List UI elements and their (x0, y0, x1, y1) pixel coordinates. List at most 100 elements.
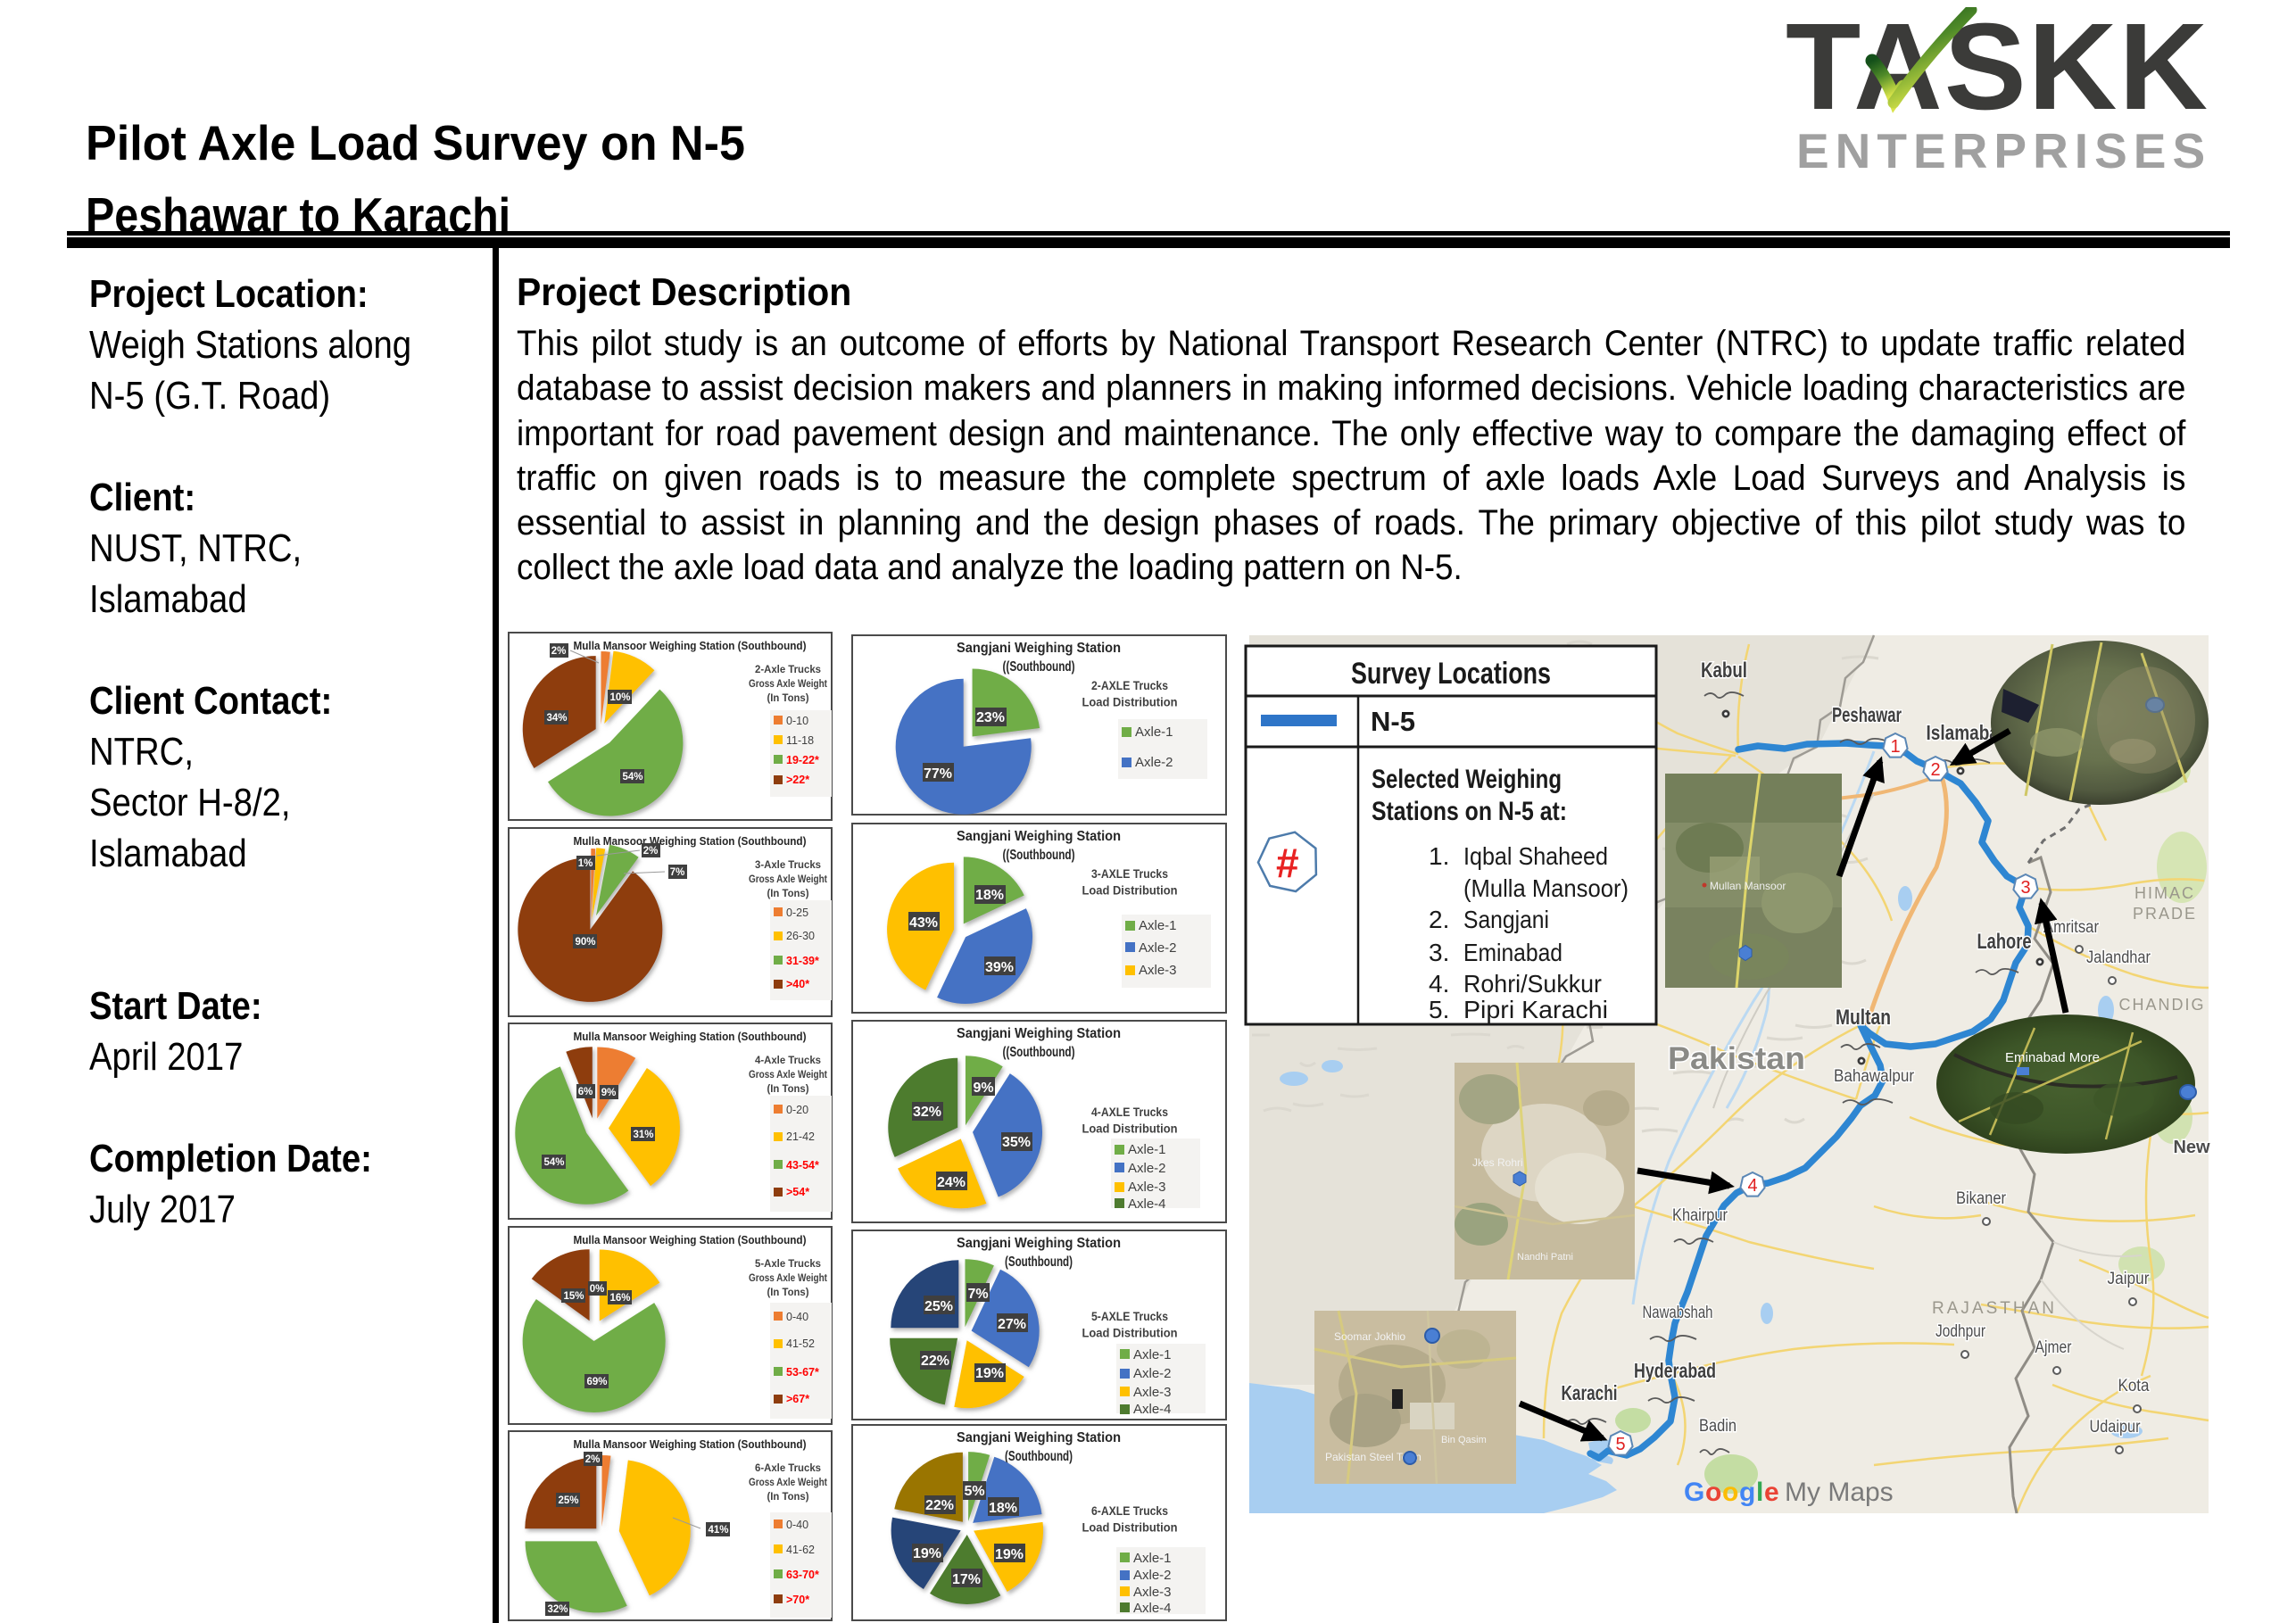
svg-text:5-AXLE Trucks: 5-AXLE Trucks (1091, 1309, 1168, 1323)
svg-text:Eminabad More: Eminabad More (2005, 1050, 2100, 1065)
svg-text:Stations on N-5 at:: Stations on N-5 at: (1372, 797, 1567, 826)
svg-text:3.: 3. (1429, 939, 1449, 966)
svg-text:1: 1 (1890, 737, 1900, 757)
svg-text:34%: 34% (546, 713, 567, 724)
svg-text:G: G (1684, 1478, 1704, 1507)
svg-text:1.: 1. (1429, 842, 1449, 870)
svg-text:Jkes Rohri: Jkes Rohri (1472, 1156, 1523, 1169)
svg-text:Sangjani: Sangjani (1463, 906, 1549, 933)
svg-text:Soomar Jokhio: Soomar Jokhio (1334, 1330, 1405, 1343)
svg-text:>70*: >70* (786, 1594, 809, 1606)
svg-text:Sangjani Weighing Station: Sangjani Weighing Station (957, 1236, 1121, 1251)
svg-text:Mulla Mansoor Weighing Station: Mulla Mansoor Weighing Station (Southbou… (574, 834, 807, 848)
svg-text:25%: 25% (558, 1495, 578, 1506)
svg-text:Axle-3: Axle-3 (1133, 1385, 1172, 1400)
svg-text:Axle-4: Axle-4 (1128, 1197, 1166, 1212)
svg-text:>22*: >22* (786, 774, 809, 786)
svg-text:Axle-2: Axle-2 (1133, 1568, 1172, 1583)
svg-text:5: 5 (1615, 1435, 1625, 1454)
svg-text:Bin Qasim: Bin Qasim (1441, 1435, 1487, 1445)
svg-text:7%: 7% (967, 1287, 988, 1302)
svg-text:2-Axle Trucks: 2-Axle Trucks (755, 665, 821, 675)
svg-text:11-18: 11-18 (786, 734, 814, 747)
svg-text:19%: 19% (975, 1366, 1004, 1381)
svg-text:Mulla Mansoor Weighing Station: Mulla Mansoor Weighing Station (Southbou… (574, 1233, 807, 1246)
svg-text:o: o (1722, 1478, 1738, 1507)
svg-text:>54*: >54* (786, 1186, 809, 1198)
svg-text:(In Tons): (In Tons) (767, 1084, 809, 1095)
svg-text:2%: 2% (585, 1454, 601, 1465)
svg-text:Gross Axle Weight: Gross Axle Weight (749, 1273, 827, 1284)
svg-text:Mulla Mansoor Weighing Station: Mulla Mansoor Weighing Station (Southbou… (574, 639, 807, 652)
svg-text:Sangjani Weighing Station: Sangjani Weighing Station (957, 1026, 1121, 1041)
svg-text:Eminabad: Eminabad (1463, 939, 1562, 966)
svg-text:New: New (2173, 1138, 2210, 1157)
svg-text:17%: 17% (952, 1572, 981, 1587)
svg-text:(Mulla Mansoor): (Mulla Mansoor) (1463, 874, 1629, 902)
svg-text:Jodhpur: Jodhpur (1935, 1322, 1986, 1341)
svg-text:41-52: 41-52 (786, 1337, 815, 1350)
svg-text:10%: 10% (609, 692, 630, 703)
svg-text:16%: 16% (609, 1293, 630, 1304)
svg-text:Axle-2: Axle-2 (1135, 755, 1173, 770)
svg-text:4: 4 (1747, 1176, 1757, 1196)
svg-text:5-Axle Trucks: 5-Axle Trucks (755, 1259, 821, 1270)
svg-text:Pipri Karachi: Pipri Karachi (1463, 996, 1608, 1023)
svg-text:21-42: 21-42 (786, 1130, 815, 1143)
svg-text:Sangjani Weighing Station: Sangjani Weighing Station (957, 1430, 1121, 1445)
svg-text:41-62: 41-62 (786, 1544, 815, 1556)
svg-text:Load Distribution: Load Distribution (1082, 883, 1178, 898)
svg-text:Axle-2: Axle-2 (1128, 1161, 1166, 1176)
svg-text:Mulla Mansoor Weighing Station: Mulla Mansoor Weighing Station (Southbou… (574, 1437, 807, 1451)
svg-text:Jalandhar: Jalandhar (2086, 948, 2151, 967)
svg-text:(Southbound): (Southbound) (1005, 1449, 1073, 1464)
svg-text:Sangjani Weighing Station: Sangjani Weighing Station (957, 829, 1121, 844)
svg-text:1%: 1% (578, 858, 593, 869)
svg-text:0%: 0% (590, 1284, 605, 1295)
svg-text:41%: 41% (708, 1525, 728, 1536)
svg-text:2: 2 (1930, 760, 1940, 780)
svg-text:0-25: 0-25 (786, 907, 808, 919)
svg-text:#: # (1276, 840, 1299, 886)
svg-text:Mulla Mansoor Weighing Station: Mulla Mansoor Weighing Station (Southbou… (574, 1030, 807, 1043)
svg-text:(In Tons): (In Tons) (767, 889, 809, 899)
svg-text:Gross Axle Weight: Gross Axle Weight (749, 679, 827, 690)
svg-text:>40*: >40* (786, 978, 809, 990)
svg-text:25%: 25% (924, 1299, 953, 1314)
svg-text:5.: 5. (1429, 996, 1449, 1023)
svg-text:Khairpur: Khairpur (1672, 1206, 1728, 1225)
svg-text:54%: 54% (543, 1157, 564, 1168)
svg-text:Axle-2: Axle-2 (1139, 940, 1177, 956)
svg-text:22%: 22% (925, 1498, 954, 1513)
svg-text:PRADE: PRADE (2133, 905, 2197, 923)
svg-text:(In Tons): (In Tons) (767, 1492, 809, 1503)
svg-text:Badin: Badin (1699, 1417, 1737, 1436)
svg-text:2%: 2% (551, 646, 567, 657)
svg-text:63-70*: 63-70* (786, 1569, 819, 1581)
svg-text:32%: 32% (913, 1105, 941, 1120)
svg-text:Karachi: Karachi (1562, 1381, 1618, 1404)
svg-text:19-22*: 19-22* (786, 754, 819, 766)
svg-text:69%: 69% (586, 1377, 607, 1387)
svg-text:Gross Axle Weight: Gross Axle Weight (749, 1070, 827, 1081)
svg-text:22%: 22% (921, 1354, 949, 1369)
svg-text:2.: 2. (1429, 906, 1449, 933)
svg-text:Nawabshah: Nawabshah (1643, 1304, 1713, 1322)
svg-text:Kota: Kota (2118, 1377, 2150, 1395)
svg-text:0-40: 0-40 (786, 1311, 808, 1323)
svg-text:((Southbound): ((Southbound) (1003, 1045, 1075, 1060)
svg-text:Sangjani Weighing Station: Sangjani Weighing Station (957, 641, 1121, 656)
svg-text:43%: 43% (909, 915, 938, 931)
svg-text:Load Distribution: Load Distribution (1082, 1122, 1178, 1136)
svg-text:24%: 24% (937, 1175, 966, 1190)
svg-text:N-5: N-5 (1371, 706, 1415, 737)
svg-text:RAJASTHAN: RAJASTHAN (1932, 1299, 2057, 1318)
svg-text:TASKK: TASKK (1786, 7, 2209, 136)
svg-text:e: e (1764, 1478, 1779, 1507)
svg-text:39%: 39% (985, 960, 1014, 975)
svg-text:Jaipur: Jaipur (2108, 1270, 2151, 1288)
svg-text:Axle-1: Axle-1 (1139, 918, 1177, 933)
svg-text:ENTERPRISES: ENTERPRISES (1796, 123, 2211, 177)
svg-text:Gross Axle Weight: Gross Axle Weight (749, 1478, 827, 1488)
svg-text:((Southbound): ((Southbound) (1003, 659, 1075, 675)
